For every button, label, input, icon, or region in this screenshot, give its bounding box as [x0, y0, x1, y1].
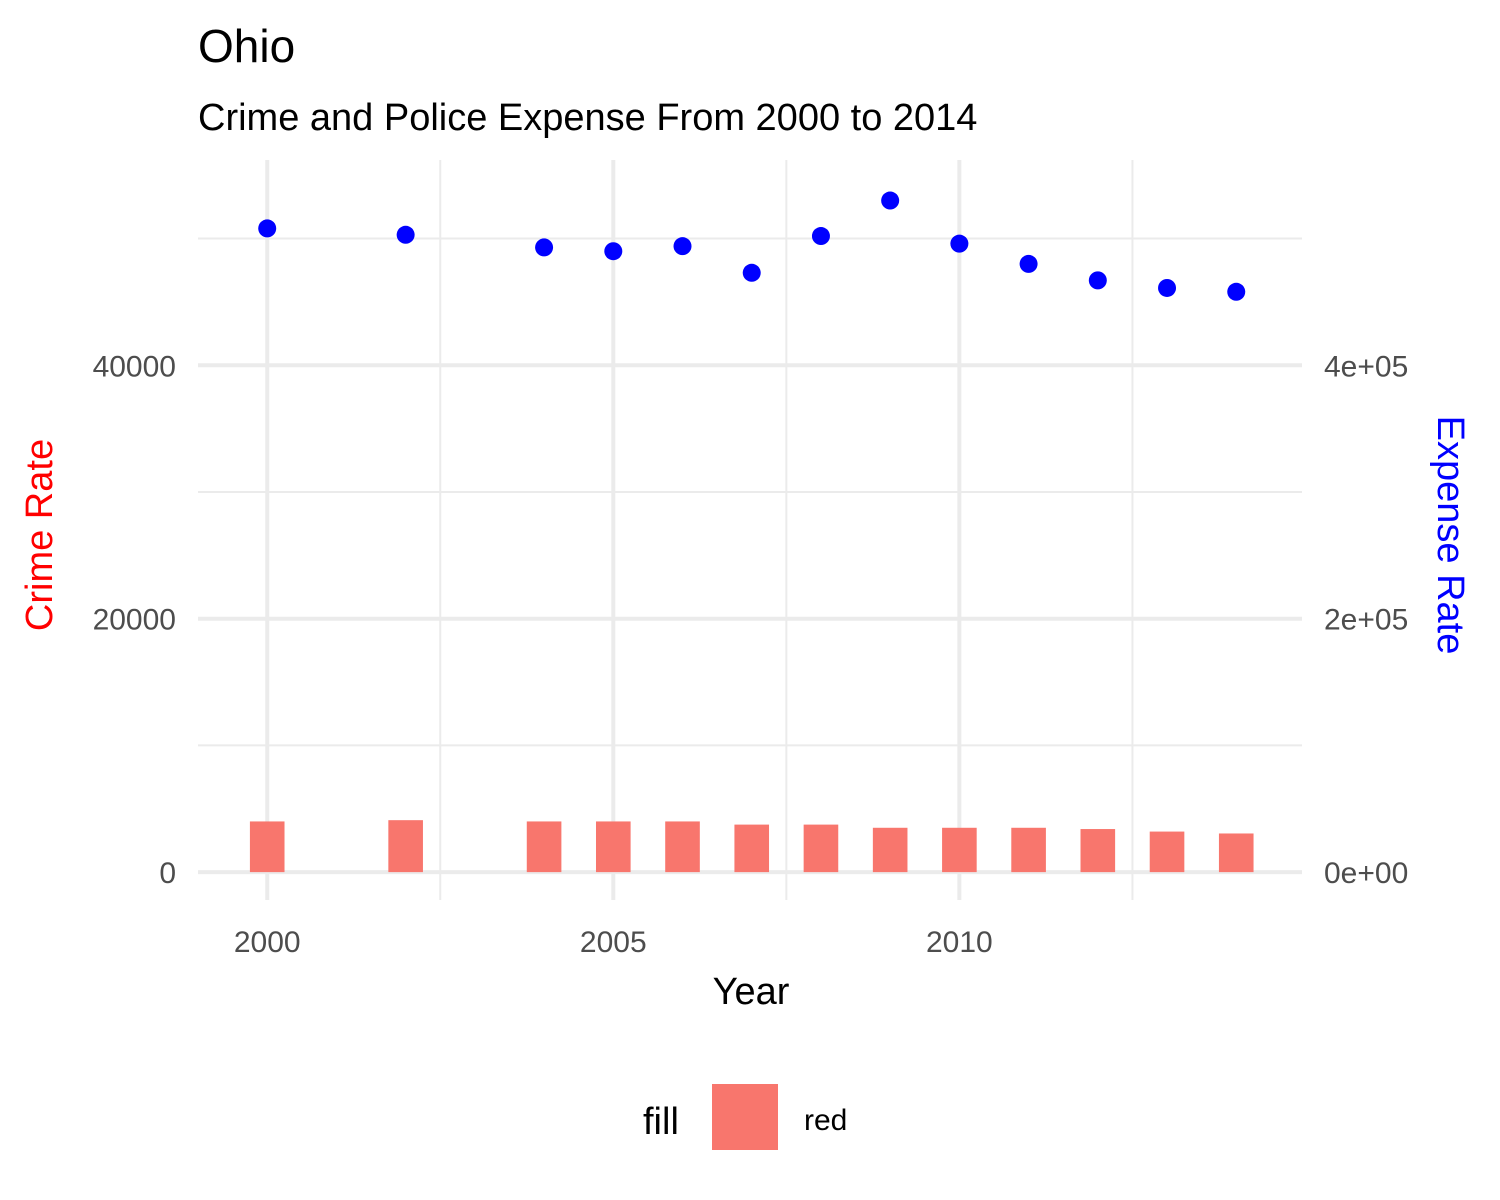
chart-title: Ohio — [198, 20, 295, 72]
point-2008 — [811, 227, 830, 246]
bar-2012 — [1080, 829, 1116, 873]
y-axis-left-title: Crime Rate — [19, 439, 61, 631]
y-left-tick-label: 20000 — [93, 604, 176, 637]
point-2011 — [1019, 254, 1038, 273]
point-2000 — [258, 219, 277, 238]
y-right-tick-label: 0e+00 — [1324, 857, 1408, 890]
bar-2010 — [942, 827, 977, 873]
point-2005 — [604, 242, 623, 261]
plot-grid — [198, 160, 1302, 900]
bar-2000 — [249, 821, 285, 873]
point-2014 — [1227, 282, 1246, 301]
y-right-tick-label: 2e+05 — [1324, 604, 1408, 637]
bar-2014 — [1218, 833, 1254, 873]
y-left-tick-label: 40000 — [93, 350, 176, 383]
point-2004 — [535, 238, 554, 257]
chart-subtitle: Crime and Police Expense From 2000 to 20… — [198, 97, 977, 139]
bar-2004 — [526, 821, 562, 873]
point-2013 — [1158, 278, 1177, 297]
bar-2013 — [1149, 831, 1185, 873]
point-2002 — [396, 225, 415, 244]
bar-2006 — [665, 821, 700, 873]
point-2012 — [1088, 271, 1107, 290]
bar-2009 — [872, 827, 908, 873]
point-2010 — [950, 234, 969, 253]
point-2009 — [881, 191, 900, 210]
point-2006 — [673, 237, 692, 256]
legend-label: red — [804, 1104, 847, 1137]
bar-2008 — [803, 824, 839, 873]
x-tick-label: 2010 — [926, 926, 993, 959]
y-right-tick-label: 4e+05 — [1324, 350, 1408, 383]
axis-ticks: 2000 2005 2010 0 20000 40000 0e+00 2e+05 4e+05 — [93, 350, 1409, 959]
bar-2011 — [1011, 827, 1046, 873]
legend-title: fill — [643, 1101, 679, 1143]
x-tick-label: 2005 — [580, 926, 647, 959]
y-axis-right-title: Expense Rate — [1429, 416, 1471, 655]
legend: fill red — [643, 1084, 847, 1150]
point-2007 — [742, 263, 761, 282]
bar-2002 — [388, 820, 423, 873]
crime-rate-bars — [249, 820, 1254, 873]
y-left-tick-label: 0 — [159, 857, 176, 890]
bar-2005 — [595, 821, 631, 873]
expense-rate-points — [258, 191, 1246, 301]
legend-key — [712, 1084, 778, 1150]
x-tick-label: 2000 — [234, 926, 301, 959]
x-axis-title: Year — [713, 971, 790, 1013]
bar-2007 — [734, 824, 770, 873]
